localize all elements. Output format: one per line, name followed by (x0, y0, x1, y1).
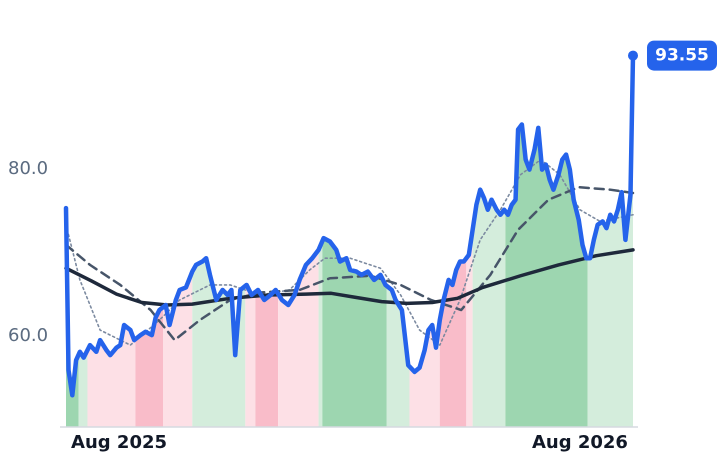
last-value-label: 93.55 (655, 46, 709, 66)
bands (66, 55, 633, 427)
band (318, 55, 323, 427)
band (192, 55, 246, 427)
band (245, 55, 256, 427)
y-tick-label: 80.0 (8, 158, 48, 179)
band (278, 55, 319, 427)
band (135, 55, 164, 427)
band (255, 55, 279, 427)
series-line (63, 53, 636, 398)
band (163, 55, 193, 427)
series-line (64, 248, 635, 307)
labels: 60.0 80.0 Aug 2025 Aug 2026 93.55 (8, 40, 717, 453)
band (78, 55, 88, 427)
band (322, 55, 387, 427)
band (439, 55, 467, 427)
last-value-badge (647, 40, 717, 71)
band (87, 55, 136, 427)
last-point (628, 50, 638, 61)
lines (63, 50, 638, 398)
x-tick-label: Aug 2025 (71, 432, 167, 453)
x-tick-label: Aug 2026 (532, 432, 628, 453)
band (466, 55, 473, 427)
y-tick-label: 60.0 (8, 325, 48, 346)
series-line (65, 158, 634, 346)
band (409, 55, 440, 427)
